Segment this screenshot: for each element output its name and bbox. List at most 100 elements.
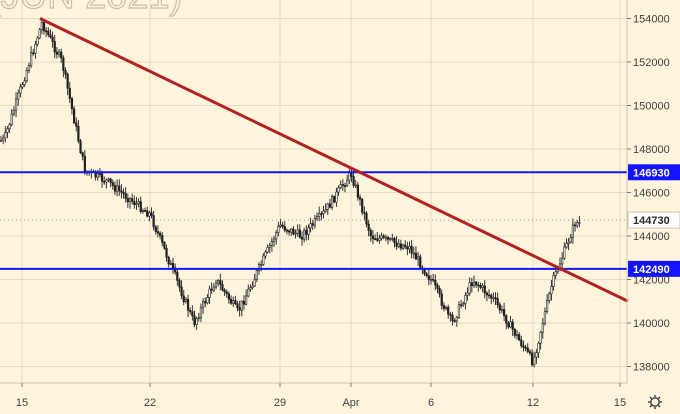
candle xyxy=(152,210,155,231)
candle xyxy=(320,211,323,221)
candle xyxy=(535,348,538,364)
candle xyxy=(490,293,493,305)
horizontal-levels[interactable] xyxy=(0,171,627,270)
candle xyxy=(103,176,106,185)
candle xyxy=(55,47,58,59)
candle xyxy=(120,184,123,199)
candle xyxy=(105,178,108,189)
candle xyxy=(189,307,192,315)
candle xyxy=(305,225,308,241)
candle xyxy=(156,225,160,238)
candle xyxy=(384,234,387,242)
last-price-badge[interactable]: 144730 xyxy=(627,211,680,229)
candle xyxy=(165,244,168,262)
watermark-text: (JUN 2021) xyxy=(0,0,182,17)
time-tick-label: 29 xyxy=(274,397,286,409)
candle xyxy=(193,310,196,328)
candle xyxy=(79,138,82,154)
candle xyxy=(343,182,347,193)
candle xyxy=(466,287,469,301)
price-tick-label: 144000 xyxy=(633,231,670,243)
candle xyxy=(524,344,527,352)
candle xyxy=(124,186,127,203)
candle xyxy=(408,241,411,254)
candle xyxy=(507,321,510,329)
candle xyxy=(227,291,231,304)
candle xyxy=(358,194,362,206)
candle xyxy=(552,271,555,291)
candle xyxy=(264,250,267,259)
candle xyxy=(315,212,319,222)
candle xyxy=(565,238,568,249)
candle xyxy=(492,292,495,303)
candle xyxy=(161,232,164,247)
candle xyxy=(53,34,56,59)
candle xyxy=(371,229,375,245)
candle xyxy=(436,282,439,294)
candle xyxy=(573,221,577,232)
candle xyxy=(8,122,11,133)
candle xyxy=(197,313,200,322)
candle xyxy=(432,273,435,283)
candle xyxy=(137,198,140,208)
candle xyxy=(569,234,572,244)
candle xyxy=(444,305,448,311)
candle xyxy=(356,181,360,201)
price-axis[interactable]: 138000 140000 142000 144000 146000 148000 1500… xyxy=(626,0,680,383)
candle xyxy=(251,281,254,290)
candle xyxy=(530,349,534,367)
candle xyxy=(393,236,396,248)
candle xyxy=(451,311,454,326)
candle xyxy=(470,277,473,293)
settings-button[interactable] xyxy=(648,395,662,409)
candle xyxy=(363,206,366,221)
candle xyxy=(367,219,370,237)
candle xyxy=(397,239,400,249)
candle xyxy=(191,305,194,321)
candle xyxy=(232,296,235,308)
candle xyxy=(303,227,306,243)
price-tick-label: 140000 xyxy=(633,318,670,330)
candle xyxy=(19,83,22,98)
candle xyxy=(386,235,390,245)
trendline-group[interactable] xyxy=(39,17,629,303)
candle xyxy=(328,198,332,209)
candle xyxy=(455,315,458,327)
candle xyxy=(311,220,314,230)
price-tick-label: 150000 xyxy=(633,101,670,113)
candle xyxy=(425,271,428,278)
time-axis[interactable]: 15 22 29 Apr 6 12 15 xyxy=(0,382,627,409)
candle xyxy=(339,180,342,190)
candle xyxy=(210,282,213,294)
candle xyxy=(208,285,211,305)
candle xyxy=(34,40,37,59)
candle xyxy=(459,299,463,309)
candle xyxy=(143,207,147,212)
candle xyxy=(255,269,258,283)
candle xyxy=(457,301,461,319)
candle xyxy=(337,185,340,196)
candle xyxy=(148,210,151,222)
candle xyxy=(66,72,69,96)
candle xyxy=(545,294,549,314)
candle xyxy=(563,242,566,260)
candle xyxy=(416,251,420,266)
candle xyxy=(75,117,78,132)
trendline[interactable] xyxy=(39,17,629,303)
candle xyxy=(487,289,491,299)
candle xyxy=(322,205,325,219)
time-tick-label: 22 xyxy=(144,397,156,409)
candle xyxy=(496,292,499,309)
last-price-label: 144730 xyxy=(633,215,670,227)
candle xyxy=(159,231,162,240)
candle xyxy=(561,252,564,269)
level-badge[interactable]: 146930 xyxy=(628,164,680,181)
candle xyxy=(576,220,579,229)
candle xyxy=(399,239,403,251)
candle xyxy=(505,314,508,330)
candle xyxy=(354,179,357,189)
candle xyxy=(154,224,157,235)
candle xyxy=(77,120,80,144)
level-badge[interactable]: 142490 xyxy=(628,260,680,277)
